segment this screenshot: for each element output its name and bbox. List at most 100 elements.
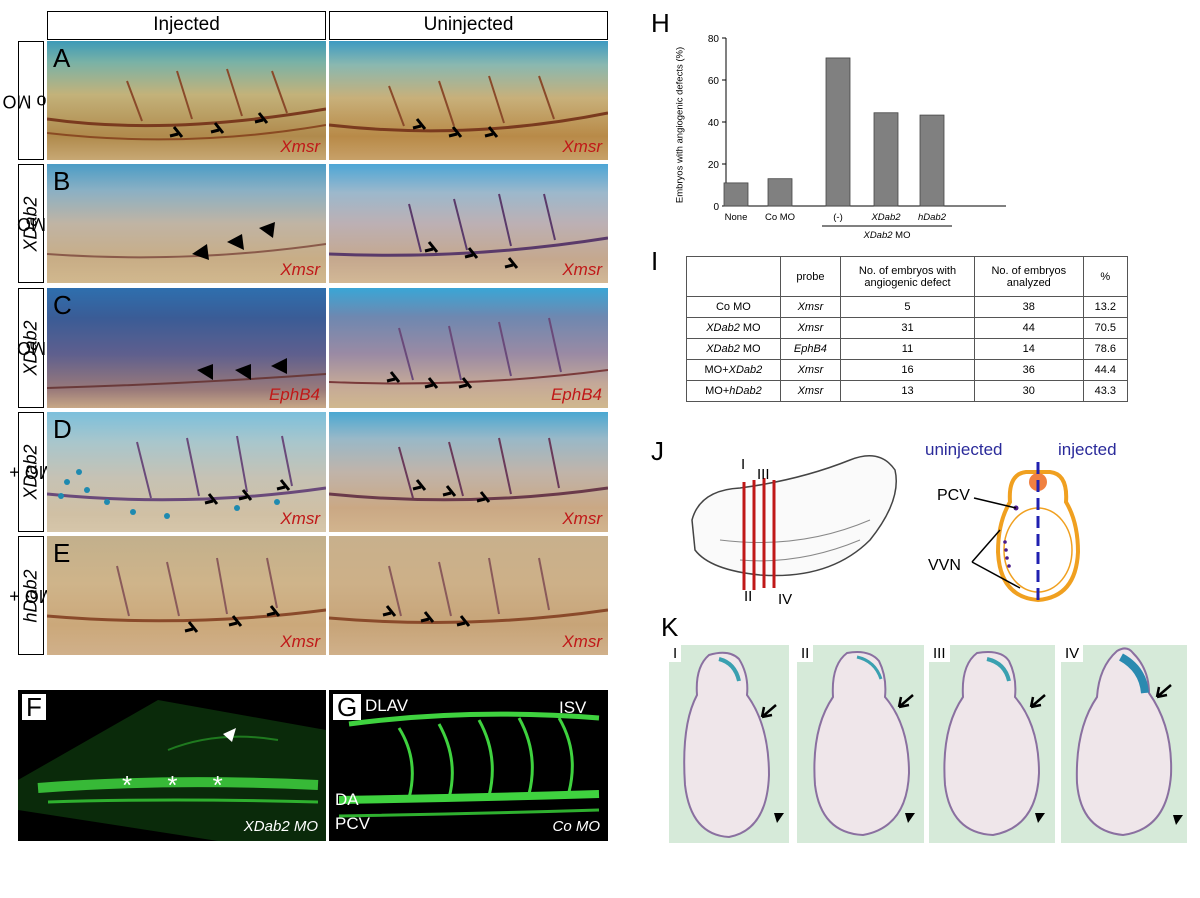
probe-label: Xmsr [280,509,320,528]
panel-E-uninjected: Xmsr [329,536,608,655]
section-label: III [757,466,770,483]
table-header: probe [779,256,841,297]
group-label: XDab2 MO [862,230,910,240]
panel-A-uninjected: Xmsr [329,41,608,160]
y-tick-label: 0 [713,202,719,213]
table-cell: 14 [973,338,1084,360]
section-label: III [929,645,950,662]
panel-letter: D [53,414,72,444]
vessel-pattern [47,222,326,260]
probe-label: EphB4 [268,385,320,404]
table-row: XDab2 MO EphB4 11 14 78.6 [686,338,1129,360]
header-injected: Injected [47,11,326,40]
label-da: DA [335,790,359,809]
vessel-pattern [329,193,608,269]
panel-F: F * * * XDab2 MO [18,690,326,841]
row-label-D: MO + XDab2 [9,412,53,532]
table-row: MO+hDab2 Xmsr 13 30 43.3 [686,380,1129,402]
section-label: I [741,456,746,473]
panel-B-uninjected: Xmsr [329,164,608,283]
panel-C-injected: C EphB4 [47,288,326,408]
probe-label: Xmsr [562,260,602,279]
header-uninjected: Uninjected [329,11,608,40]
table-cell: Co MO [686,296,781,318]
y-tick-label: 80 [708,34,720,45]
table-cell: 78.6 [1082,338,1129,360]
table-cell: EphB4 [779,338,841,360]
panel-letter: C [53,290,72,320]
panel-letter-I: I [651,246,659,276]
section-image [943,651,1046,837]
label-isv: ISV [559,698,587,717]
section-K-I: I [669,645,789,843]
label-pcv: PCV [335,814,370,833]
panel-letter: G [333,694,362,720]
y-tick-label: 60 [708,76,720,87]
section-label: IV [1061,645,1084,662]
table-cell: MO+XDab2 [686,359,781,381]
results-table: probe No. of embryos with angiogenic def… [686,256,1129,402]
probe-label: Xmsr [280,260,320,279]
panel-G: G DLAV ISV DA PCV Co MO [329,690,608,841]
section-image [683,651,784,839]
table-cell: 70.5 [1082,317,1129,339]
section-label: II [797,645,814,662]
section-label: II [744,588,753,605]
table-cell: 36 [973,359,1084,381]
probe-label: Xmsr [280,137,320,156]
table-header: % [1082,256,1129,297]
label-injected: injected [1058,440,1117,459]
vessel-pattern [329,437,608,503]
probe-label: Xmsr [562,509,602,528]
table-cell: Xmsr [779,359,841,381]
table-cell: 16 [839,359,975,381]
panel-letter: A [53,43,71,73]
table-row: Co MO Xmsr 5 38 13.2 [686,296,1129,318]
table-row: XDab2 MO Xmsr 31 44 70.5 [686,317,1129,339]
table-row: MO+XDab2 Xmsr 16 36 44.4 [686,359,1129,381]
row-label-A: Co MO [2,41,60,160]
fluorescence-image [338,711,600,818]
asterisk-marks: * * * [122,770,237,800]
probe-label: Xmsr [562,632,602,651]
panel-letter: F [22,694,46,720]
table-cell: XDab2 MO [686,338,781,360]
ylabel-H: Embryos with angiogenic defects (%) [674,46,686,204]
vessel-pattern [47,557,326,633]
embryo-diagram [691,455,897,590]
bar-chart: 0 20 40 60 80 None Co MO (-) XDab2 hDab2 XDab2 MO [708,34,1006,240]
probe-label: EphB4 [550,385,602,404]
table-header-row: probe No. of embryos with angiogenic def… [686,256,1129,297]
table-cell: 43.3 [1082,380,1129,402]
vessel-pattern [47,435,326,519]
table-cell: XDab2 MO [686,317,781,339]
probe-label: Xmsr [562,137,602,156]
panel-B-injected: B Xmsr [47,164,326,283]
x-tick-label: XDab2 [870,212,901,223]
bar [825,57,851,207]
panel-letter-K: K [661,612,679,642]
bar [873,112,899,207]
x-tick-label: Co MO [765,212,795,223]
section-image [1075,647,1183,837]
bar [767,178,793,207]
table-cell: 5 [839,296,975,318]
y-tick-label: 40 [708,118,720,129]
bar [919,114,945,207]
cross-section-diagram [995,462,1081,602]
panel-letter-J: J [651,436,664,466]
probe-label: Xmsr [280,632,320,651]
vessel-pattern [329,317,608,389]
section-K-III: III [929,645,1055,843]
table-cell: 38 [973,296,1084,318]
pointer-lines [971,497,1021,589]
label-dlav: DLAV [365,696,409,715]
panel-E-injected: E Xmsr [47,536,326,655]
x-tick-label: None [725,212,748,223]
panel-letter: E [53,538,71,568]
table-cell: Xmsr [779,317,841,339]
table-cell: Xmsr [779,380,841,402]
vessel-pattern [329,75,608,138]
panel-letter-H: H [651,8,670,38]
label-vvn: VVN [928,557,961,574]
